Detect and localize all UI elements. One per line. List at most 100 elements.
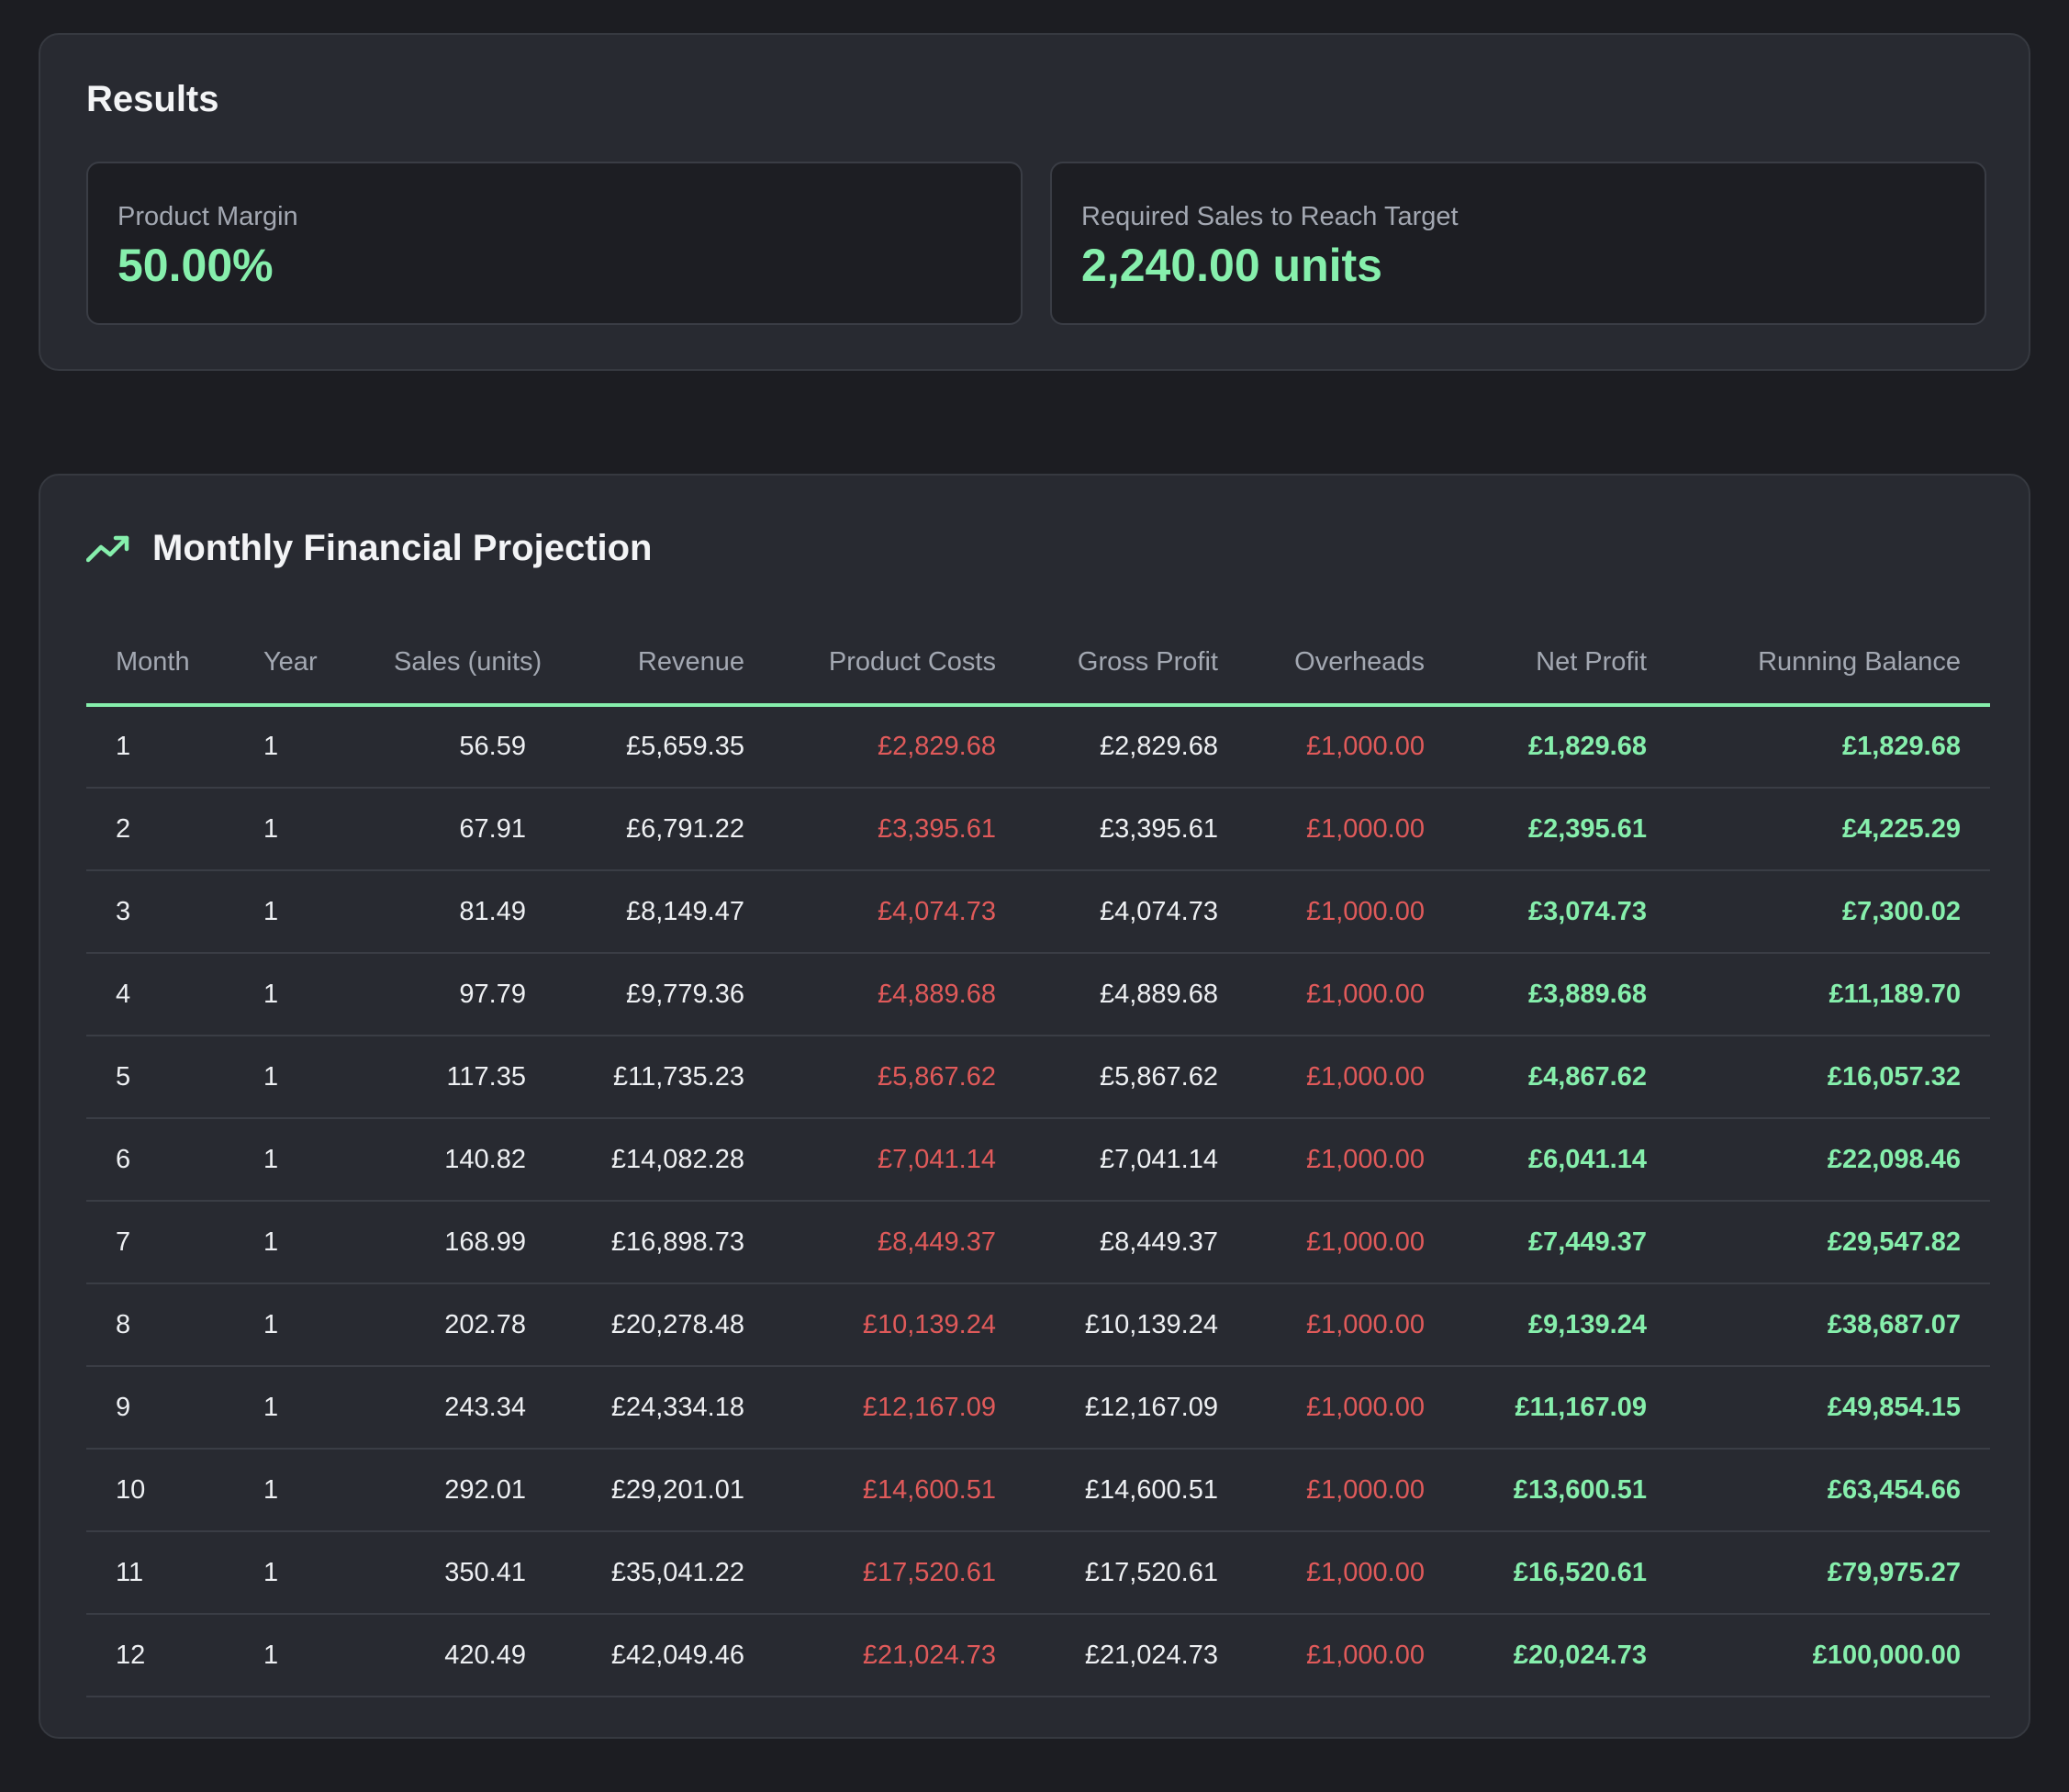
- cell-overheads: £1,000.00: [1247, 1201, 1454, 1284]
- cell-running-balance: £49,854.15: [1676, 1366, 1990, 1450]
- cell-gross-profit: £2,829.68: [1025, 705, 1247, 789]
- cell-net-profit: £1,829.68: [1454, 705, 1676, 789]
- cell-year: 1: [234, 1036, 364, 1119]
- header-month[interactable]: Month: [86, 621, 234, 707]
- cell-revenue: £35,041.22: [555, 1531, 774, 1615]
- cell-revenue: £6,791.22: [555, 788, 774, 871]
- header-running-balance[interactable]: Running Balance: [1676, 621, 1990, 707]
- cell-product-costs: £4,074.73: [774, 870, 1025, 954]
- cell-overheads: £1,000.00: [1247, 1449, 1454, 1532]
- header-overheads[interactable]: Overheads: [1247, 621, 1454, 707]
- header-revenue[interactable]: Revenue: [555, 621, 774, 707]
- cell-net-profit: £4,867.62: [1454, 1036, 1676, 1119]
- cell-gross-profit: £5,867.62: [1025, 1036, 1247, 1119]
- header-product-costs[interactable]: Product Costs: [774, 621, 1025, 707]
- table-row: 1 1 56.59 £5,659.35 £2,829.68 £2,829.68 £1,000…: [86, 705, 1990, 789]
- product-margin-card: Product Margin 50.00%: [86, 162, 1023, 325]
- cell-running-balance: £1,829.68: [1676, 705, 1990, 789]
- cell-sales-units: 243.34: [364, 1366, 555, 1450]
- cell-revenue: £42,049.46: [555, 1614, 774, 1697]
- cell-product-costs: £7,041.14: [774, 1118, 1025, 1202]
- cell-running-balance: £4,225.29: [1676, 788, 1990, 871]
- cell-overheads: £1,000.00: [1247, 1283, 1454, 1367]
- cell-net-profit: £3,889.68: [1454, 953, 1676, 1036]
- required-sales-value: 2,240.00 units: [1081, 240, 1382, 291]
- cell-net-profit: £20,024.73: [1454, 1614, 1676, 1697]
- table-row: 2 1 67.91 £6,791.22 £3,395.61 £3,395.61 £1,000…: [86, 788, 1990, 871]
- table-header-row: Month Year Sales (units) Revenue Product…: [86, 621, 1990, 707]
- header-sales-units[interactable]: Sales (units): [364, 621, 555, 707]
- cell-sales-units: 140.82: [364, 1118, 555, 1202]
- cell-product-costs: £3,395.61: [774, 788, 1025, 871]
- cell-year: 1: [234, 788, 364, 871]
- cell-month: 10: [86, 1449, 234, 1532]
- header-net-profit[interactable]: Net Profit: [1454, 621, 1676, 707]
- header-year[interactable]: Year: [234, 621, 364, 707]
- cell-month: 8: [86, 1283, 234, 1367]
- cell-net-profit: £7,449.37: [1454, 1201, 1676, 1284]
- cell-year: 1: [234, 953, 364, 1036]
- cell-revenue: £16,898.73: [555, 1201, 774, 1284]
- cell-running-balance: £7,300.02: [1676, 870, 1990, 954]
- cell-year: 1: [234, 1283, 364, 1367]
- cell-product-costs: £8,449.37: [774, 1201, 1025, 1284]
- cell-gross-profit: £4,889.68: [1025, 953, 1247, 1036]
- table-row: 5 1 117.35 £11,735.23 £5,867.62 £5,867.62 £1,0…: [86, 1036, 1990, 1119]
- cell-year: 1: [234, 705, 364, 789]
- cell-revenue: £11,735.23: [555, 1036, 774, 1119]
- required-sales-card: Required Sales to Reach Target 2,240.00 …: [1050, 162, 1986, 325]
- cell-sales-units: 67.91: [364, 788, 555, 871]
- cell-month: 5: [86, 1036, 234, 1119]
- cell-net-profit: £9,139.24: [1454, 1283, 1676, 1367]
- cell-revenue: £24,334.18: [555, 1366, 774, 1450]
- required-sales-label: Required Sales to Reach Target: [1081, 202, 1459, 231]
- cell-month: 6: [86, 1118, 234, 1202]
- cell-product-costs: £14,600.51: [774, 1449, 1025, 1532]
- table-row: 7 1 168.99 £16,898.73 £8,449.37 £8,449.37 £1,0…: [86, 1201, 1990, 1284]
- cell-product-costs: £12,167.09: [774, 1366, 1025, 1450]
- results-title: Results: [86, 79, 219, 119]
- table-row: 3 1 81.49 £8,149.47 £4,074.73 £4,074.73 £1,000…: [86, 870, 1990, 954]
- cell-overheads: £1,000.00: [1247, 1614, 1454, 1697]
- cell-revenue: £14,082.28: [555, 1118, 774, 1202]
- cell-running-balance: £79,975.27: [1676, 1531, 1990, 1615]
- cell-running-balance: £63,454.66: [1676, 1449, 1990, 1532]
- table-row: 12 1 420.49 £42,049.46 £21,024.73 £21,024.73 £…: [86, 1614, 1990, 1697]
- cell-year: 1: [234, 870, 364, 954]
- cell-year: 1: [234, 1366, 364, 1450]
- results-panel: Results Product Margin 50.00% Required S…: [39, 33, 2030, 371]
- product-margin-value: 50.00%: [117, 240, 274, 291]
- cell-gross-profit: £14,600.51: [1025, 1449, 1247, 1532]
- cell-month: 9: [86, 1366, 234, 1450]
- cell-year: 1: [234, 1614, 364, 1697]
- cell-gross-profit: £4,074.73: [1025, 870, 1247, 954]
- cell-product-costs: £10,139.24: [774, 1283, 1025, 1367]
- cell-overheads: £1,000.00: [1247, 1366, 1454, 1450]
- cell-running-balance: £22,098.46: [1676, 1118, 1990, 1202]
- cell-sales-units: 202.78: [364, 1283, 555, 1367]
- trending-up-icon: [86, 535, 129, 563]
- table-body: 1 1 56.59 £5,659.35 £2,829.68 £2,829.68 £1,000…: [86, 705, 1990, 1697]
- cell-month: 12: [86, 1614, 234, 1697]
- cell-sales-units: 168.99: [364, 1201, 555, 1284]
- cell-gross-profit: £10,139.24: [1025, 1283, 1247, 1367]
- cell-product-costs: £17,520.61: [774, 1531, 1025, 1615]
- cell-year: 1: [234, 1118, 364, 1202]
- cell-gross-profit: £3,395.61: [1025, 788, 1247, 871]
- table-row: 9 1 243.34 £24,334.18 £12,167.09 £12,167.09 £1…: [86, 1366, 1990, 1450]
- cell-gross-profit: £7,041.14: [1025, 1118, 1247, 1202]
- cell-net-profit: £2,395.61: [1454, 788, 1676, 871]
- cell-net-profit: £13,600.51: [1454, 1449, 1676, 1532]
- table-row: 6 1 140.82 £14,082.28 £7,041.14 £7,041.14 £1,0…: [86, 1118, 1990, 1202]
- table-row: 8 1 202.78 £20,278.48 £10,139.24 £10,139.24 £1…: [86, 1283, 1990, 1367]
- cell-sales-units: 292.01: [364, 1449, 555, 1532]
- cell-revenue: £5,659.35: [555, 705, 774, 789]
- cell-year: 1: [234, 1531, 364, 1615]
- cell-month: 4: [86, 953, 234, 1036]
- cell-revenue: £8,149.47: [555, 870, 774, 954]
- projection-table: Month Year Sales (units) Revenue Product…: [86, 621, 1990, 1697]
- header-gross-profit[interactable]: Gross Profit: [1025, 621, 1247, 707]
- table-row: 10 1 292.01 £29,201.01 £14,600.51 £14,600.51 £…: [86, 1449, 1990, 1532]
- cell-overheads: £1,000.00: [1247, 1036, 1454, 1119]
- projection-panel: Monthly Financial Projection Month Year …: [39, 474, 2030, 1739]
